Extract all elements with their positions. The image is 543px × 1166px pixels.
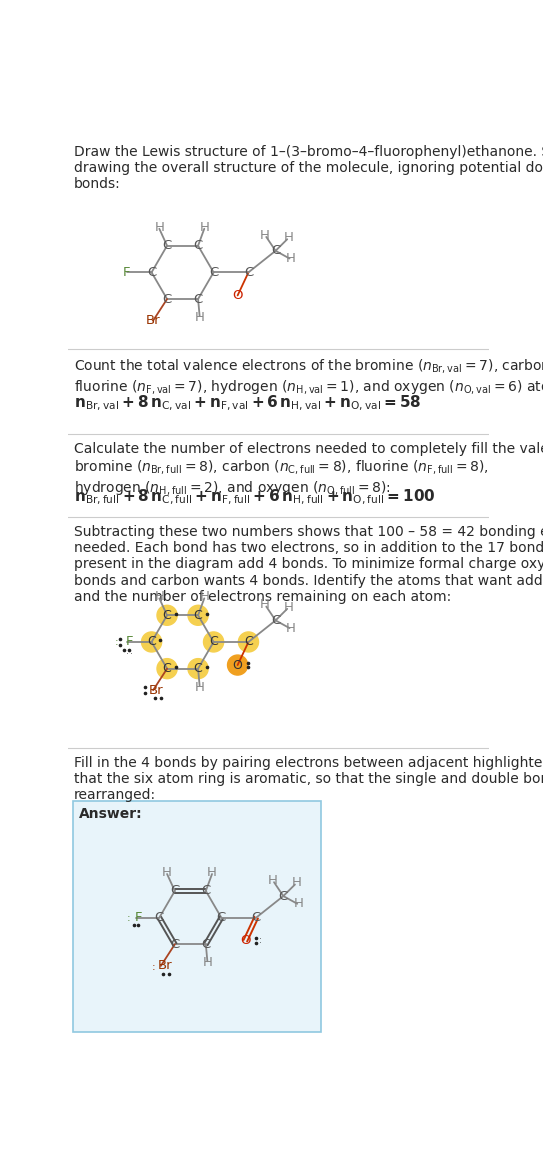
Text: F: F — [125, 635, 133, 648]
Text: C: C — [209, 635, 218, 648]
Text: C: C — [170, 885, 179, 898]
Text: C: C — [155, 911, 164, 925]
Text: C: C — [170, 937, 179, 950]
Text: H: H — [260, 229, 270, 241]
Text: C: C — [244, 635, 253, 648]
Circle shape — [142, 632, 162, 652]
Text: H: H — [154, 220, 165, 233]
Text: Br: Br — [157, 960, 172, 972]
Circle shape — [204, 632, 224, 652]
Text: C: C — [209, 266, 218, 279]
Circle shape — [157, 605, 177, 625]
Text: C: C — [194, 609, 203, 621]
Text: H: H — [195, 311, 205, 324]
Text: H: H — [162, 866, 172, 879]
Text: :: : — [124, 651, 134, 653]
Text: Br: Br — [149, 683, 163, 697]
Text: C: C — [271, 245, 280, 258]
Circle shape — [188, 659, 208, 679]
Text: H: H — [286, 621, 296, 634]
Text: H: H — [294, 898, 304, 911]
Text: C: C — [163, 662, 172, 675]
Text: Answer:: Answer: — [79, 807, 142, 821]
Text: C: C — [201, 937, 211, 950]
FancyBboxPatch shape — [73, 801, 320, 1032]
Text: C: C — [193, 239, 203, 252]
Text: C: C — [162, 239, 172, 252]
Text: H: H — [292, 877, 301, 890]
Text: $\mathbf{n_{\rm Br,val}+8\,n_{\rm C,val}+n_{\rm F,val}+6\,n_{\rm H,val}+n_{\rm O: $\mathbf{n_{\rm Br,val}+8\,n_{\rm C,val}… — [74, 394, 422, 413]
Text: H: H — [195, 681, 205, 694]
Text: H: H — [284, 231, 294, 244]
Text: C: C — [162, 293, 172, 305]
Text: Br: Br — [146, 314, 160, 328]
Circle shape — [228, 655, 248, 675]
Text: C: C — [244, 266, 253, 279]
Text: C: C — [147, 266, 156, 279]
Text: :: : — [127, 913, 130, 922]
Text: C: C — [217, 911, 226, 925]
Text: O: O — [232, 659, 243, 672]
Text: C: C — [251, 911, 261, 925]
Text: C: C — [194, 662, 203, 675]
Text: O: O — [232, 289, 243, 302]
Text: C: C — [193, 293, 203, 305]
Text: H: H — [203, 956, 212, 969]
Text: Count the total valence electrons of the bromine ($n_{\rm Br,val}=7$), carbon ($: Count the total valence electrons of the… — [74, 357, 543, 395]
Circle shape — [157, 659, 177, 679]
Text: :: : — [115, 637, 118, 647]
Text: F: F — [123, 266, 130, 279]
Text: H: H — [199, 220, 209, 233]
Text: H: H — [268, 874, 277, 887]
Text: Draw the Lewis structure of 1–(3–bromo–4–fluorophenyl)ethanone. Start by
drawing: Draw the Lewis structure of 1–(3–bromo–4… — [74, 145, 543, 191]
Text: :: : — [151, 962, 155, 971]
Text: C: C — [201, 885, 211, 898]
Circle shape — [188, 605, 208, 625]
Circle shape — [238, 632, 258, 652]
Text: :: : — [260, 936, 262, 946]
Text: Subtracting these two numbers shows that 100 – 58 = 42 bonding electrons are
nee: Subtracting these two numbers shows that… — [74, 525, 543, 604]
Text: $\mathbf{n_{\rm Br,full}+8\,n_{\rm C,full}+n_{\rm F,full}+6\,n_{\rm H,full}+n_{\: $\mathbf{n_{\rm Br,full}+8\,n_{\rm C,ful… — [74, 487, 435, 507]
Text: C: C — [279, 890, 288, 902]
Text: F: F — [135, 911, 142, 925]
Text: C: C — [271, 614, 280, 627]
Text: H: H — [154, 590, 165, 603]
Text: H: H — [286, 252, 296, 265]
Text: H: H — [199, 590, 209, 603]
Text: Fill in the 4 bonds by pairing electrons between adjacent highlighted atoms. Not: Fill in the 4 bonds by pairing electrons… — [74, 756, 543, 802]
Text: Calculate the number of electrons needed to completely fill the valence shells f: Calculate the number of electrons needed… — [74, 442, 543, 497]
Text: H: H — [207, 866, 217, 879]
Text: O: O — [240, 934, 251, 947]
Text: H: H — [260, 598, 270, 611]
Text: C: C — [147, 635, 156, 648]
Text: H: H — [284, 600, 294, 613]
Text: C: C — [163, 609, 172, 621]
